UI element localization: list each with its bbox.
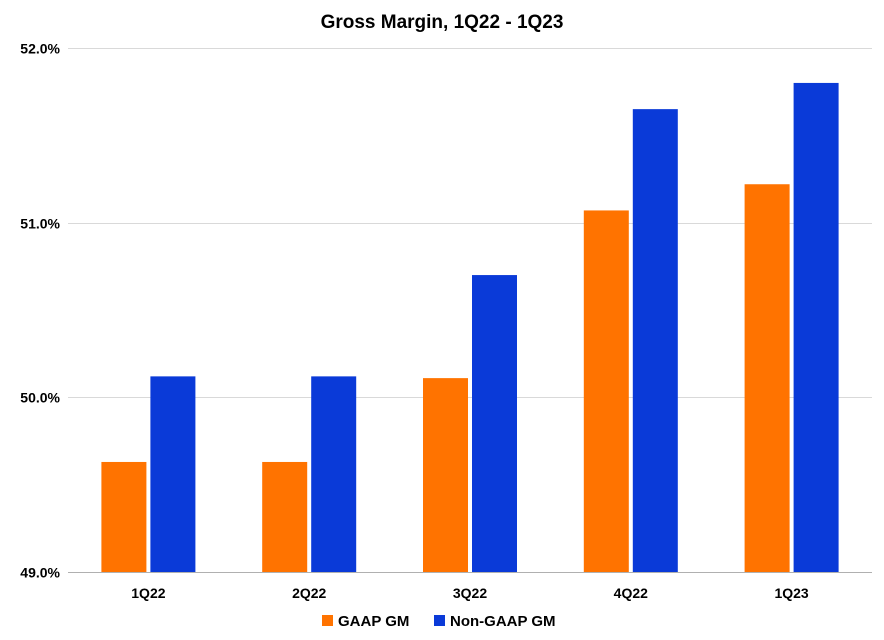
bar-gaap-2q22 <box>262 461 308 572</box>
y-tick-label: 49.0% <box>20 565 60 581</box>
bar-gaap-3q22 <box>423 378 468 572</box>
y-axis: 49.0% 50.0% 51.0% 52.0% <box>20 41 60 581</box>
bar-non-gaap-2q22 <box>311 376 357 572</box>
bar-gaap-1q22 <box>101 461 147 572</box>
bars <box>101 82 839 573</box>
legend-label-gaap: GAAP GM <box>338 613 409 630</box>
bar-gaap-4q22 <box>583 210 629 572</box>
x-tick-label: 4Q22 <box>614 585 648 601</box>
bar-non-gaap-3q22 <box>472 275 517 572</box>
y-tick-label: 51.0% <box>20 216 60 232</box>
x-tick-label: 2Q22 <box>292 585 326 601</box>
chart-title: Gross Margin, 1Q22 - 1Q23 <box>321 12 564 33</box>
legend-label-non-gaap: Non-GAAP GM <box>450 613 556 630</box>
legend-swatch-non-gaap <box>434 615 445 626</box>
bar-non-gaap-4q22 <box>632 109 678 572</box>
x-tick-label: 1Q22 <box>131 585 165 601</box>
x-axis: 1Q22 2Q22 3Q22 4Q22 1Q23 <box>131 585 809 601</box>
gridlines <box>68 48 872 573</box>
legend: GAAP GM Non-GAAP GM <box>322 613 556 630</box>
y-tick-label: 50.0% <box>20 390 60 406</box>
legend-swatch-gaap <box>322 615 333 626</box>
y-tick-label: 52.0% <box>20 41 60 57</box>
bar-gaap-1q23 <box>744 184 790 573</box>
x-tick-label: 3Q22 <box>453 585 487 601</box>
bar-non-gaap-1q23 <box>793 82 839 572</box>
x-tick-label: 1Q23 <box>774 585 808 601</box>
bar-non-gaap-1q22 <box>150 376 196 572</box>
